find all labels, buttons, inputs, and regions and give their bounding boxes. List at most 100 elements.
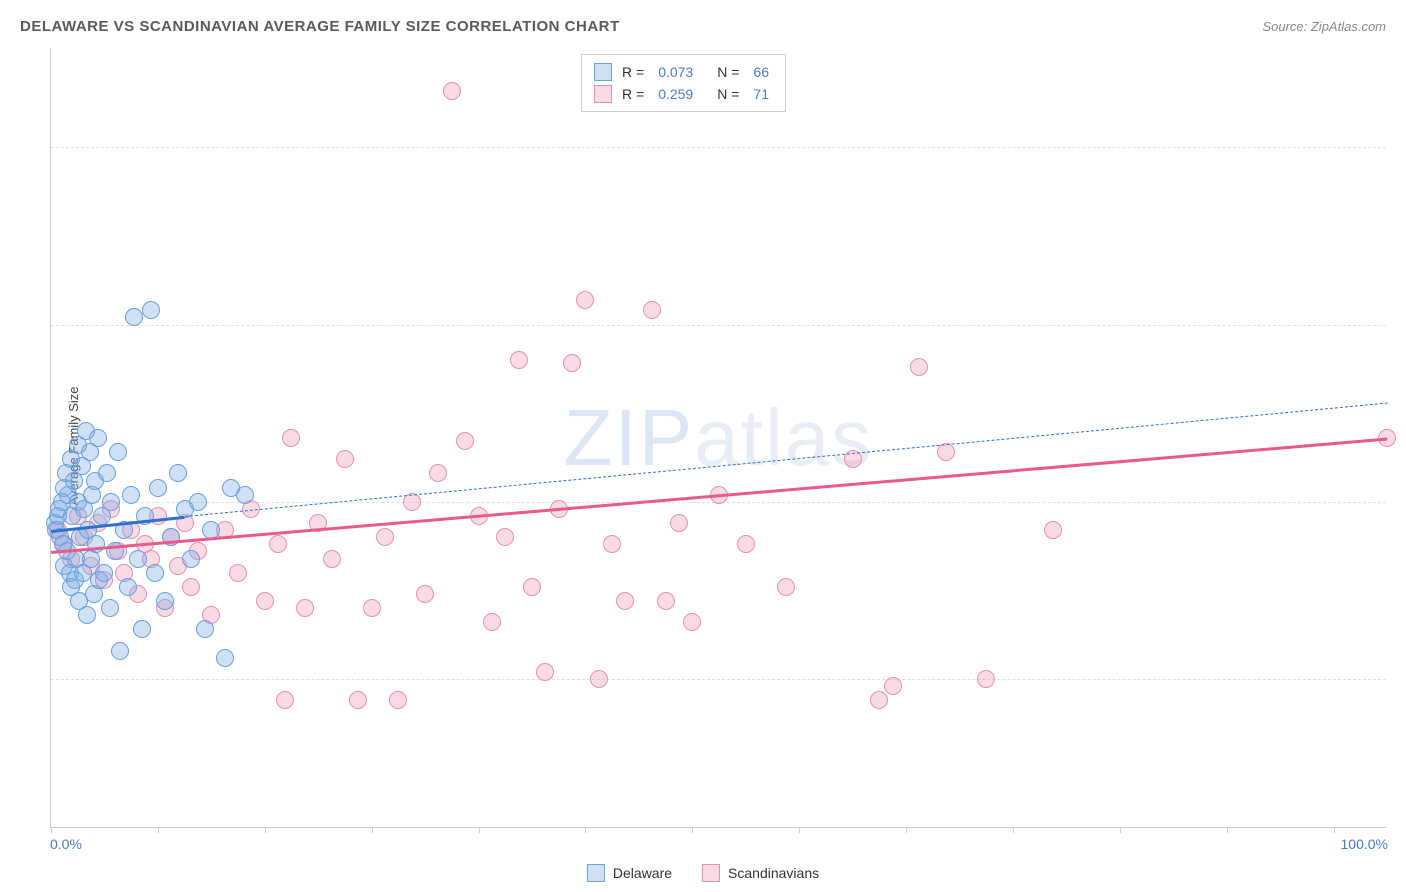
trend-line [185,403,1387,517]
series-legend: Delaware Scandinavians [587,864,819,882]
scatter-point-delaware [119,578,137,596]
stats-n-label: N = [717,64,739,80]
x-tick [372,827,373,833]
scatter-point-delaware [129,550,147,568]
plot-container: ZIPatlas R =0.073N =66R =0.259N =71 2.25… [50,48,1386,828]
gridline [51,679,1386,680]
scatter-point-delaware [78,606,96,624]
x-tick [692,827,693,833]
stats-n-value: 71 [753,86,769,102]
scatter-point-scandinavian [563,354,581,372]
source-attribution: Source: ZipAtlas.com [1262,19,1386,34]
scatter-point-scandinavian [737,535,755,553]
stats-row: R =0.259N =71 [594,83,773,105]
scatter-point-delaware [109,443,127,461]
stats-n-value: 66 [753,64,769,80]
stats-n-label: N = [717,86,739,102]
scatter-point-scandinavian [510,351,528,369]
scatter-point-scandinavian [182,578,200,596]
scatter-point-scandinavian [389,691,407,709]
x-tick [265,827,266,833]
scatter-point-scandinavian [576,291,594,309]
legend-item-scandinavian: Scandinavians [702,864,819,882]
chart-title: DELAWARE VS SCANDINAVIAN AVERAGE FAMILY … [20,18,620,35]
stats-r-value: 0.073 [658,64,693,80]
scatter-plot: ZIPatlas R =0.073N =66R =0.259N =71 2.25… [50,48,1386,828]
scatter-point-delaware [111,642,129,660]
scatter-point-delaware [125,308,143,326]
scatter-point-delaware [169,464,187,482]
scatter-point-scandinavian [590,670,608,688]
scatter-point-scandinavian [336,450,354,468]
x-axis-min-label: 0.0% [50,836,82,852]
legend-swatch-delaware [587,864,605,882]
x-tick [1120,827,1121,833]
scatter-point-scandinavian [496,528,514,546]
scatter-point-scandinavian [323,550,341,568]
scatter-point-scandinavian [282,429,300,447]
scatter-point-scandinavian [523,578,541,596]
legend-label-delaware: Delaware [613,865,672,881]
scatter-point-scandinavian [670,514,688,532]
correlation-stats-box: R =0.073N =66R =0.259N =71 [581,54,786,112]
scatter-point-scandinavian [483,613,501,631]
scatter-point-scandinavian [363,599,381,617]
scatter-point-scandinavian [276,691,294,709]
scatter-point-scandinavian [429,464,447,482]
scatter-point-delaware [133,620,151,638]
x-tick [906,827,907,833]
scatter-point-delaware [216,649,234,667]
watermark-zip: ZIP [564,393,694,482]
scatter-point-scandinavian [256,592,274,610]
scatter-point-scandinavian [657,592,675,610]
x-tick [1013,827,1014,833]
scatter-point-scandinavian [456,432,474,450]
scatter-point-delaware [149,479,167,497]
scatter-point-scandinavian [376,528,394,546]
x-tick [1334,827,1335,833]
scatter-point-scandinavian [683,613,701,631]
scatter-point-delaware [182,550,200,568]
scatter-point-scandinavian [603,535,621,553]
scatter-point-scandinavian [296,599,314,617]
x-tick [799,827,800,833]
gridline [51,325,1386,326]
scatter-point-scandinavian [269,535,287,553]
x-tick [479,827,480,833]
x-tick [51,827,52,833]
watermark-atlas: atlas [694,393,873,482]
scatter-point-delaware [156,592,174,610]
scatter-point-delaware [142,301,160,319]
scatter-point-scandinavian [443,82,461,100]
scatter-point-delaware [89,429,107,447]
scatter-point-delaware [189,493,207,511]
stats-swatch [594,63,612,81]
scatter-point-delaware [196,620,214,638]
gridline [51,147,1386,148]
x-tick [1227,827,1228,833]
x-tick [158,827,159,833]
x-axis-max-label: 100.0% [1341,836,1388,852]
y-tick-label: 4.75 [1391,317,1406,333]
legend-swatch-scandinavian [702,864,720,882]
scatter-point-delaware [146,564,164,582]
scatter-point-delaware [122,486,140,504]
scatter-point-scandinavian [536,663,554,681]
chart-header: DELAWARE VS SCANDINAVIAN AVERAGE FAMILY … [20,18,1386,35]
scatter-point-delaware [236,486,254,504]
scatter-point-scandinavian [616,592,634,610]
stats-swatch [594,85,612,103]
scatter-point-scandinavian [937,443,955,461]
scatter-point-delaware [102,493,120,511]
scatter-point-scandinavian [1044,521,1062,539]
stats-r-label: R = [622,64,644,80]
scatter-point-scandinavian [910,358,928,376]
scatter-point-scandinavian [870,691,888,709]
legend-label-scandinavian: Scandinavians [728,865,819,881]
scatter-point-scandinavian [977,670,995,688]
y-tick-label: 3.50 [1391,494,1406,510]
scatter-point-scandinavian [229,564,247,582]
stats-row: R = 0.073 N = 66 [594,61,773,83]
watermark: ZIPatlas [564,392,873,484]
y-tick-label: 6.00 [1391,139,1406,155]
